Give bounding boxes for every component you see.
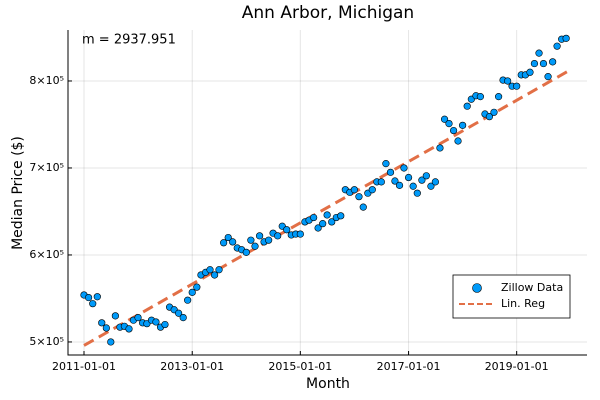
data-point: [206, 266, 214, 274]
data-point: [283, 226, 291, 234]
data-point: [242, 248, 250, 256]
data-point: [504, 77, 512, 85]
annotation: m = 2937.951: [82, 33, 176, 48]
data-point: [355, 193, 363, 201]
x-tick-label: 2015-01-01: [268, 360, 332, 373]
data-point: [359, 203, 367, 211]
y-tick-label: 6×10⁵: [29, 248, 64, 261]
data-point: [440, 115, 449, 123]
data-point: [463, 102, 471, 110]
legend-label: Lin. Reg: [501, 297, 545, 310]
data-point: [476, 93, 484, 101]
data-point: [310, 213, 318, 222]
chart-title: Ann Arbor, Michigan: [242, 3, 414, 23]
data-point: [395, 181, 404, 189]
legend-label: Zillow Data: [501, 281, 563, 294]
data-point: [409, 182, 417, 190]
data-point: [377, 178, 385, 186]
data-point: [418, 176, 426, 184]
axes: [67, 30, 587, 356]
data-point: [93, 293, 101, 301]
y-tick-label: 7×10⁵: [29, 161, 64, 174]
data-point: [454, 137, 462, 145]
data-point: [215, 266, 223, 274]
data-point: [256, 232, 264, 240]
data-point: [220, 239, 228, 247]
x-axis-label: Month: [306, 376, 350, 392]
data-point: [224, 233, 232, 242]
data-point: [459, 121, 467, 129]
data-point: [265, 236, 273, 244]
data-point: [296, 230, 304, 238]
data-point: [490, 108, 498, 116]
data-point: [125, 325, 133, 333]
data-point: [193, 283, 201, 291]
data-point: [184, 296, 192, 304]
data-point: [152, 318, 160, 326]
x-tick-label: 2013-01-01: [160, 360, 224, 373]
y-axis-label: Median Price ($): [10, 136, 26, 250]
data-point: [134, 313, 142, 322]
data-point: [107, 338, 115, 346]
data-point: [175, 309, 183, 317]
data-point: [530, 59, 539, 68]
data-point: [251, 242, 259, 250]
data-point: [179, 313, 187, 322]
data-point: [161, 320, 169, 329]
data-point: [337, 212, 345, 220]
data-point: [513, 82, 521, 90]
data-point: [188, 288, 196, 296]
data-point: [368, 186, 376, 194]
y-tick-label: 5×10⁵: [29, 335, 64, 348]
data-point: [229, 238, 237, 246]
data-point: [84, 293, 93, 302]
data-point: [445, 120, 453, 128]
legend-box: [452, 274, 571, 319]
data-point: [485, 113, 494, 121]
x-tick-label: 2017-01-01: [377, 360, 441, 373]
data-point: [102, 324, 110, 332]
data-point: [539, 59, 548, 68]
data-point: [98, 319, 106, 327]
data-point: [382, 160, 390, 168]
data-point: [526, 68, 534, 76]
data-point: [562, 34, 570, 42]
data-point: [436, 144, 444, 152]
data-point: [89, 300, 97, 308]
data-point: [314, 224, 322, 232]
legend-marker: [472, 283, 482, 293]
data-point: [111, 312, 119, 320]
data-point: [544, 73, 552, 81]
x-tick-label: 2019-01-01: [485, 360, 549, 373]
data-point: [413, 189, 421, 197]
data-point: [431, 178, 439, 186]
data-point: [422, 172, 430, 180]
data-point: [553, 42, 561, 50]
data-point: [247, 236, 255, 244]
data-point: [494, 93, 503, 101]
data-point: [535, 49, 543, 57]
x-tick-label: 2011-01-01: [52, 360, 116, 373]
data-point: [210, 271, 219, 279]
data-point: [328, 218, 336, 226]
data-point: [350, 186, 358, 194]
y-tick-label: 8×10⁵: [29, 74, 64, 87]
data-point: [427, 182, 435, 190]
data-point: [391, 177, 399, 185]
data-point: [549, 58, 557, 66]
data-point: [323, 211, 331, 219]
data-point: [449, 126, 458, 135]
data-point: [404, 173, 413, 182]
data-point: [274, 232, 282, 240]
data-point: [386, 168, 395, 176]
data-point: [400, 164, 408, 172]
data-point: [319, 220, 327, 228]
